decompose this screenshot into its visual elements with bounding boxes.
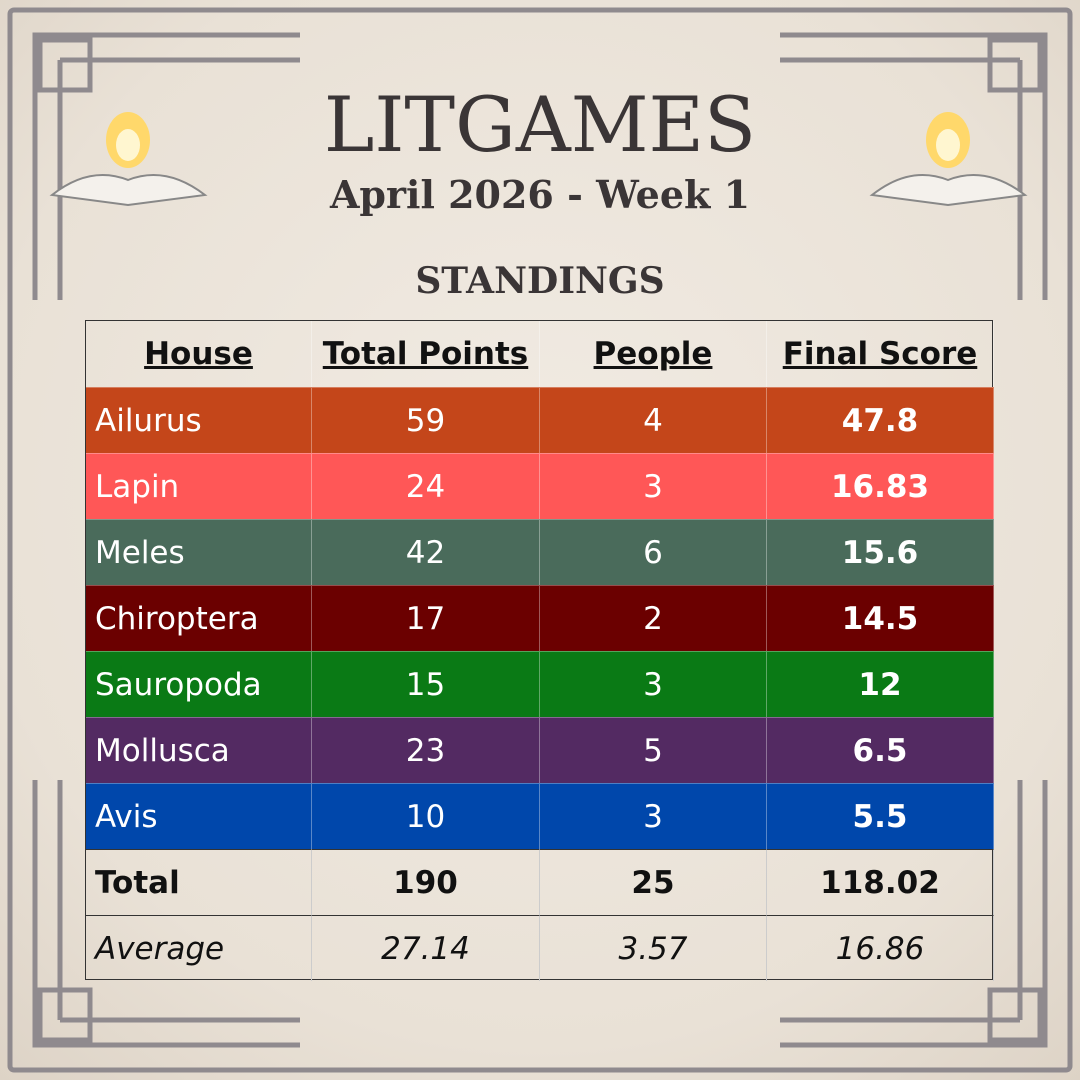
final-score: 16.83 [767,453,994,519]
people: 3 [540,651,767,717]
people: 6 [540,519,767,585]
total-points: 59 [312,387,540,453]
column-header: Final Score [767,321,994,387]
people: 3 [540,453,767,519]
final-score: 15.6 [767,519,994,585]
total-people: 25 [540,849,767,915]
total-points: 24 [312,453,540,519]
average-people: 3.57 [540,915,767,981]
total-final-score: 118.02 [767,849,994,915]
average-label: Average [86,915,312,981]
average-total-points: 27.14 [312,915,540,981]
house-name: Meles [86,519,312,585]
final-score: 47.8 [767,387,994,453]
column-header: House [86,321,312,387]
total-points: 23 [312,717,540,783]
subtitle: April 2026 - Week 1 [329,172,751,217]
total-points: 15 [312,651,540,717]
people: 2 [540,585,767,651]
column-header: Total Points [312,321,540,387]
house-name: Mollusca [86,717,312,783]
title: LITGAMES [323,80,757,169]
house-name: Chiroptera [86,585,312,651]
column-header: People [540,321,767,387]
house-name: Lapin [86,453,312,519]
total-points: 42 [312,519,540,585]
standings-table: House Total Points People Final Score Ailuru… [85,320,994,981]
people: 5 [540,717,767,783]
house-name: Avis [86,783,312,849]
final-score: 12 [767,651,994,717]
final-score: 5.5 [767,783,994,849]
people: 3 [540,783,767,849]
total-points: 17 [312,585,540,651]
book-left [49,112,208,207]
section-title: STANDINGS [415,260,665,302]
people: 4 [540,387,767,453]
average-final-score: 16.86 [767,915,994,981]
house-name: Ailurus [86,387,312,453]
total-total-points: 190 [312,849,540,915]
total-points: 10 [312,783,540,849]
book-right [869,112,1028,207]
house-name: Sauropoda [86,651,312,717]
total-label: Total [86,849,312,915]
final-score: 14.5 [767,585,994,651]
final-score: 6.5 [767,717,994,783]
